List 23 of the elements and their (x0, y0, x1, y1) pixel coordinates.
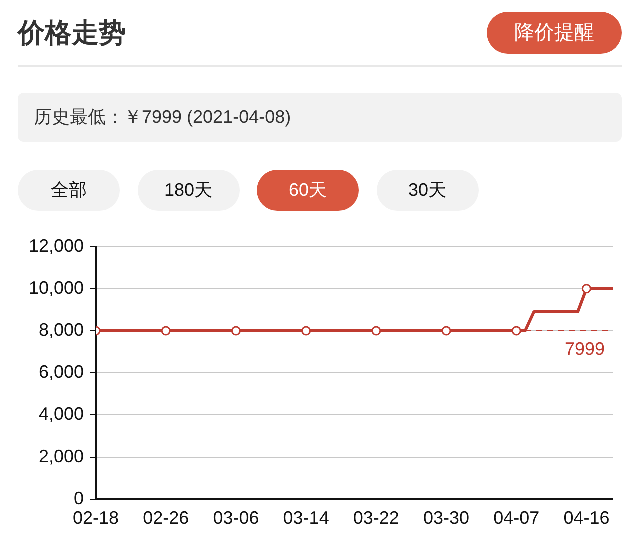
y-tick-label: 2,000 (38, 446, 84, 466)
text: 30天 (376, 170, 478, 211)
chart-title: 价格走势 (18, 17, 126, 50)
y-tick-label: 0 (74, 488, 84, 508)
y-tick-label: 12,000 (28, 236, 84, 256)
text: 历史最低：￥7999 (2021-04-08) (18, 93, 622, 142)
x-tick-label: 04-07 (494, 508, 540, 528)
text: 全部 (18, 170, 120, 211)
text: 180天 (138, 170, 240, 211)
x-tick-label: 02-18 (72, 508, 120, 528)
y-tick-label: 10,000 (28, 278, 84, 298)
y-tick-label: 8,000 (38, 320, 84, 340)
y-tick-label: 6,000 (38, 362, 84, 382)
x-tick-label: 03-22 (353, 508, 400, 528)
text: 降价提醒 (487, 12, 622, 54)
x-tick-label: 04-16 (564, 508, 610, 528)
x-tick-label: 03-06 (213, 508, 260, 528)
x-tick-label: 03-14 (283, 508, 330, 528)
text: 60天 (257, 170, 359, 211)
x-tick-label: 02-26 (143, 508, 190, 528)
ref-line-label: 7999 (564, 338, 605, 359)
x-tick-label: 03-30 (423, 508, 470, 528)
y-tick-label: 4,000 (38, 404, 84, 424)
